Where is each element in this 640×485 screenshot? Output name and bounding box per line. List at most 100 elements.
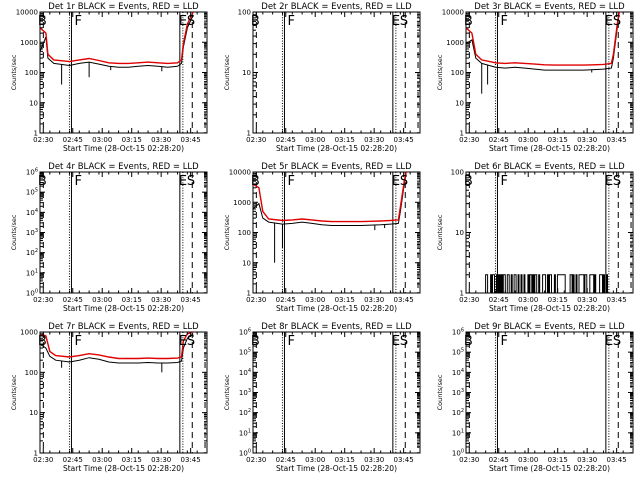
y-tick-label: 102: [452, 408, 464, 417]
y-tick-label: 101: [239, 428, 251, 437]
y-tick-label: 1: [460, 130, 464, 138]
y-tick-label: 1: [247, 290, 251, 298]
y-tick-label: 1: [247, 130, 251, 138]
x-tick-label: 03:30: [151, 296, 171, 304]
x-tick-label: 03:15: [548, 136, 568, 144]
marker-label-f: F: [287, 174, 294, 189]
y-tick-label: 101: [26, 268, 38, 277]
marker-label-e: E: [605, 334, 613, 349]
x-tick-label: 02:45: [63, 456, 83, 464]
plot-frame: [465, 331, 634, 454]
x-tick-label: 02:45: [63, 296, 83, 304]
x-tick-label: 03:45: [394, 136, 414, 144]
y-tick-label: 106: [452, 328, 464, 337]
plot-frame: [252, 171, 421, 294]
x-tick-label: 03:00: [92, 456, 112, 464]
y-axis-label: Counts/sec: [436, 54, 444, 90]
x-tick-label: 02:45: [276, 136, 296, 144]
marker-label-b: B: [38, 334, 47, 349]
marker-label-s: S: [613, 174, 621, 189]
x-tick-label: 02:45: [276, 456, 296, 464]
y-tick-label: 10: [29, 409, 38, 417]
x-tick-label: 03:15: [122, 296, 142, 304]
y-tick-label: 102: [239, 408, 251, 417]
x-tick-label: 03:15: [548, 296, 568, 304]
x-axis-label: Start Time (28-Oct-15 02:28:20): [63, 144, 184, 153]
x-tick-label: 03:30: [151, 136, 171, 144]
x-tick-label: 03:30: [364, 136, 384, 144]
marker-label-s: S: [400, 14, 408, 29]
plot-area: [40, 332, 206, 453]
plot-area: [466, 172, 633, 293]
x-tick-label: 03:30: [151, 456, 171, 464]
x-tick-label: 03:45: [181, 456, 201, 464]
x-tick-label: 03:00: [305, 296, 325, 304]
y-tick-label: 100: [451, 169, 464, 177]
y-tick-label: 103: [452, 388, 464, 397]
x-axis-label: Start Time (28-Oct-15 02:28:20): [63, 304, 184, 313]
y-tick-label: 1: [34, 130, 38, 138]
plot-frame: [465, 11, 634, 134]
marker-label-f: F: [500, 174, 507, 189]
y-tick-label: 100: [26, 289, 38, 298]
panel-det5: Det 5r BLACK = Events, RED = LLD 1 10 100 10…: [223, 162, 421, 313]
x-tick-label: 02:30: [459, 456, 479, 464]
x-tick-label: 03:45: [607, 296, 627, 304]
marker-label-s: S: [613, 14, 621, 29]
marker-label-s: S: [400, 334, 408, 349]
y-tick-label: 10: [242, 259, 251, 267]
plot-frame: [39, 171, 208, 294]
panel-title: Det 7r BLACK = Events, RED = LLD: [48, 322, 199, 332]
y-axis-label: Counts/sec: [436, 214, 444, 250]
x-tick-label: 02:45: [276, 296, 296, 304]
marker-label-e: E: [179, 174, 187, 189]
x-tick-label: 03:00: [92, 136, 112, 144]
marker-label-b: B: [251, 174, 260, 189]
plot-frame: [252, 331, 421, 454]
x-tick-label: 02:30: [33, 296, 53, 304]
plot-area: [468, 332, 632, 453]
series-line-events: [40, 14, 194, 68]
marker-label-s: S: [187, 14, 195, 29]
plot-frame: [39, 331, 208, 454]
y-tick-label: 101: [452, 428, 464, 437]
panel-title: Det 9r BLACK = Events, RED = LLD: [474, 322, 625, 332]
y-tick-label: 100: [238, 9, 251, 17]
marker-label-e: E: [392, 14, 400, 29]
x-tick-label: 03:45: [394, 456, 414, 464]
x-tick-label: 03:15: [335, 136, 355, 144]
panel-det6: Det 6r BLACK = Events, RED = LLD 1 10 100 02…: [436, 162, 634, 313]
y-axis-label: Counts/sec: [223, 54, 231, 90]
y-tick-label: 103: [239, 388, 251, 397]
y-tick-label: 105: [26, 188, 38, 197]
x-tick-label: 02:30: [33, 136, 53, 144]
x-tick-label: 02:30: [246, 136, 266, 144]
series-line-lld: [466, 12, 620, 66]
y-tick-label: 1000: [20, 39, 38, 47]
y-axis-label: Counts/sec: [436, 374, 444, 410]
y-tick-label: 10: [455, 99, 464, 107]
x-tick-label: 02:45: [489, 456, 509, 464]
panel-det9: Det 9r BLACK = Events, RED = LLD 100 101 10…: [436, 322, 634, 473]
y-tick-label: 100: [239, 449, 251, 458]
y-tick-label: 100: [25, 69, 38, 77]
y-tick-label: 1: [460, 290, 464, 298]
x-tick-label: 03:00: [518, 456, 538, 464]
x-tick-label: 03:00: [305, 136, 325, 144]
x-tick-label: 03:00: [518, 296, 538, 304]
y-axis-label: Counts/sec: [10, 54, 18, 90]
y-tick-label: 10: [242, 69, 251, 77]
marker-label-f: F: [500, 334, 507, 349]
y-tick-label: 10000: [442, 9, 464, 17]
marker-label-b: B: [464, 334, 473, 349]
x-tick-label: 03:45: [607, 136, 627, 144]
marker-label-f: F: [287, 334, 294, 349]
series-line-events: [253, 173, 407, 226]
series-line-lld: [40, 332, 194, 360]
panel-title: Det 5r BLACK = Events, RED = LLD: [261, 162, 412, 172]
marker-label-b: B: [251, 334, 260, 349]
y-tick-label: 1000: [446, 39, 464, 47]
series-line-events: [466, 13, 620, 71]
marker-label-f: F: [74, 334, 81, 349]
panel-title: Det 8r BLACK = Events, RED = LLD: [261, 322, 412, 332]
